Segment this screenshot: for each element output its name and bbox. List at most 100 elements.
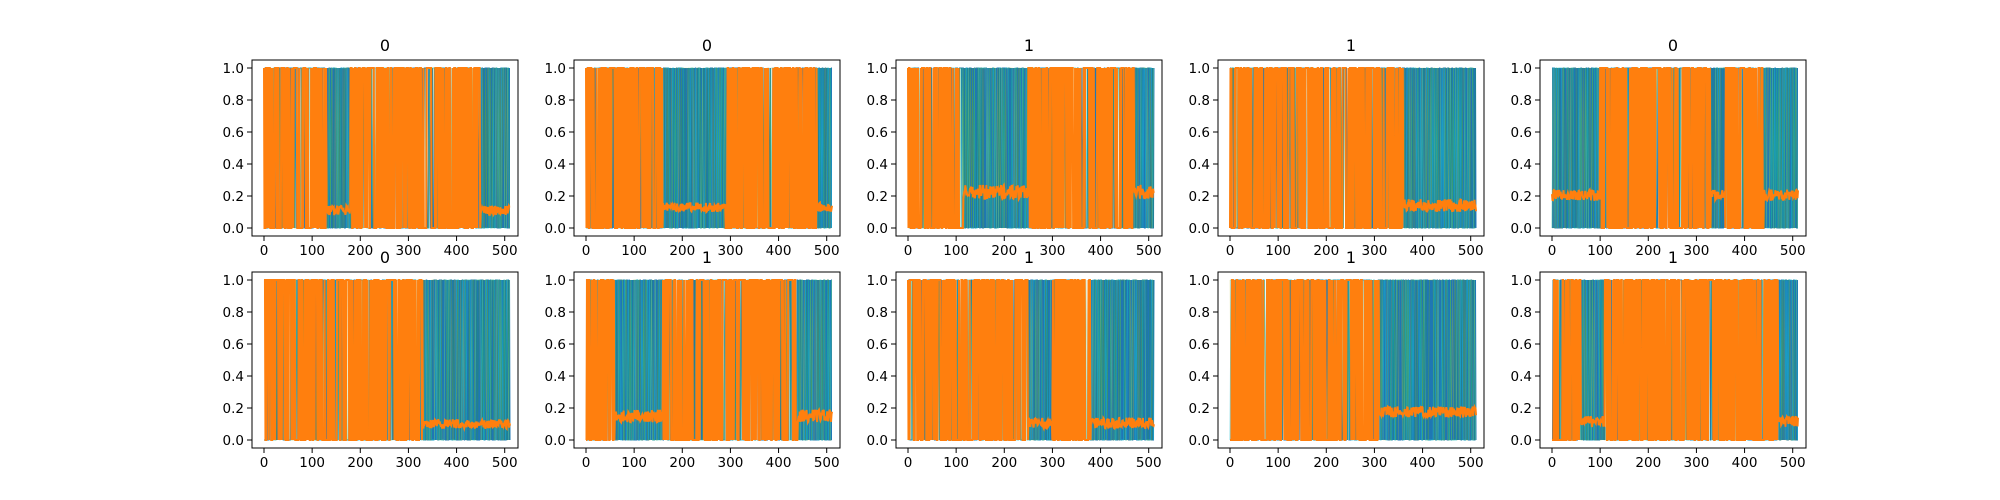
y-tick-label: 0.0 (545, 433, 566, 449)
x-tick-label: 100 (299, 243, 325, 259)
x-tick-label: 500 (1136, 455, 1162, 471)
y-tick-label: 0.8 (1511, 305, 1532, 321)
axes-frame (1539, 59, 1807, 237)
y-tick-label: 0.6 (545, 125, 566, 141)
subplot-title: 1 (1024, 248, 1034, 267)
y-tick-label: 0.0 (223, 221, 244, 237)
subplot-data (263, 279, 511, 441)
x-tick-label: 400 (1732, 455, 1758, 471)
y-tick-label: 0.0 (1189, 433, 1210, 449)
y-tick-label: 0.0 (867, 221, 888, 237)
y-tick-label: 0.6 (1189, 125, 1210, 141)
x-tick-label: 0 (260, 243, 269, 259)
x-tick-label: 300 (1362, 243, 1388, 259)
x-tick-label: 300 (718, 455, 744, 471)
subplot-title: 0 (380, 248, 390, 267)
x-tick-label: 200 (1635, 455, 1661, 471)
subplot-data (907, 279, 1155, 441)
subplot-title: 1 (1024, 36, 1034, 55)
x-tick-label: 300 (1684, 455, 1710, 471)
subplot-data (1551, 67, 1799, 229)
subplot-title: 0 (702, 36, 712, 55)
x-tick-label: 400 (1410, 243, 1436, 259)
y-tick-label: 1.0 (545, 61, 566, 77)
x-tick-label: 0 (904, 455, 913, 471)
y-tick-label: 0.4 (223, 369, 244, 385)
subplot-data (585, 67, 833, 229)
x-tick-label: 200 (1635, 243, 1661, 259)
y-tick-label: 0.8 (867, 93, 888, 109)
series-highlight-line (1229, 67, 1477, 229)
x-tick-label: 0 (1548, 243, 1557, 259)
y-tick-label: 0.8 (1189, 305, 1210, 321)
y-tick-label: 0.6 (867, 337, 888, 353)
y-tick-label: 0.6 (1511, 337, 1532, 353)
x-tick-label: 100 (943, 243, 969, 259)
x-tick-label: 400 (444, 243, 470, 259)
y-tick-label: 0.8 (223, 305, 244, 321)
x-tick-label: 200 (347, 243, 373, 259)
axes-frame (895, 271, 1163, 449)
x-tick-label: 500 (1458, 455, 1484, 471)
x-tick-label: 0 (904, 243, 913, 259)
x-tick-label: 0 (1548, 455, 1557, 471)
y-tick-label: 0.8 (1511, 93, 1532, 109)
y-tick-label: 0.4 (1189, 369, 1210, 385)
subplot-data (263, 67, 511, 229)
series-highlight-line (1230, 279, 1477, 441)
x-tick-label: 500 (1780, 455, 1806, 471)
y-tick-label: 0.0 (545, 221, 566, 237)
axes-frame (573, 59, 841, 237)
subplot-2: 0 0 100 200 300 400 500 0.0 0.2 0.4 0.6 0.8 1.0 (545, 36, 841, 259)
x-tick-label: 0 (1226, 243, 1235, 259)
x-tick-label: 200 (1313, 243, 1339, 259)
x-tick-label: 300 (1362, 455, 1388, 471)
subplot-data (1551, 279, 1799, 441)
axes-frame (895, 59, 1163, 237)
subplot-title: 1 (1668, 248, 1678, 267)
y-tick-label: 0.8 (867, 305, 888, 321)
x-tick-label: 200 (669, 455, 695, 471)
axes-frame (1539, 271, 1807, 449)
x-tick-label: 100 (1265, 243, 1291, 259)
y-tick-label: 0.2 (223, 401, 244, 417)
y-tick-label: 1.0 (223, 61, 244, 77)
y-tick-label: 1.0 (545, 273, 566, 289)
series-highlight-line (907, 67, 1155, 229)
y-tick-label: 0.0 (1511, 433, 1532, 449)
x-tick-label: 500 (1780, 243, 1806, 259)
x-tick-label: 200 (1313, 455, 1339, 471)
y-tick-label: 1.0 (1511, 273, 1532, 289)
x-tick-label: 100 (1587, 243, 1613, 259)
y-tick-label: 0.2 (545, 401, 566, 417)
y-tick-label: 0.4 (1511, 369, 1532, 385)
axes-frame (251, 271, 519, 449)
y-tick-label: 0.4 (867, 369, 888, 385)
series-highlight-line (1552, 279, 1799, 441)
x-tick-label: 300 (396, 455, 422, 471)
series-highlight-line (585, 67, 833, 229)
y-tick-label: 0.0 (1511, 221, 1532, 237)
x-tick-label: 400 (444, 455, 470, 471)
x-tick-label: 100 (621, 455, 647, 471)
x-tick-label: 500 (814, 455, 840, 471)
x-tick-label: 400 (766, 243, 792, 259)
y-tick-label: 0.0 (867, 433, 888, 449)
x-tick-label: 0 (582, 243, 591, 259)
x-tick-label: 400 (766, 455, 792, 471)
x-tick-label: 100 (621, 243, 647, 259)
axes-frame (573, 271, 841, 449)
y-tick-label: 0.0 (1189, 221, 1210, 237)
y-tick-label: 0.2 (1511, 401, 1532, 417)
series-highlight-line (585, 279, 833, 441)
x-tick-label: 100 (1265, 455, 1291, 471)
x-tick-label: 500 (814, 243, 840, 259)
x-tick-label: 500 (1136, 243, 1162, 259)
series-highlight-line (263, 279, 511, 441)
axes-frame (1217, 59, 1485, 237)
x-tick-label: 300 (396, 243, 422, 259)
y-tick-label: 1.0 (1189, 273, 1210, 289)
x-tick-label: 200 (991, 243, 1017, 259)
x-tick-label: 300 (718, 243, 744, 259)
